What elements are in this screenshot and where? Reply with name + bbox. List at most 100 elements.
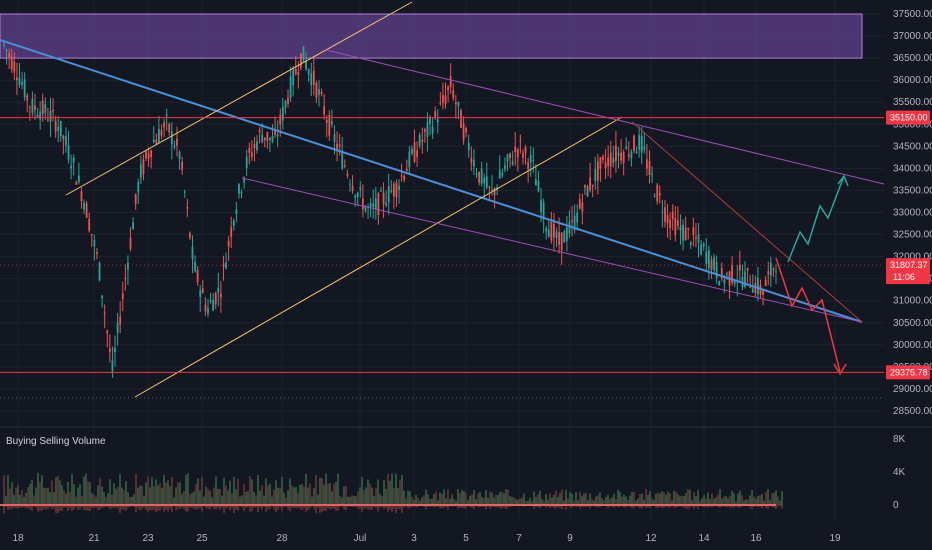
candle-body (59, 121, 62, 137)
candle-body (121, 293, 124, 300)
candle-body (41, 100, 44, 115)
candle-body (155, 139, 158, 144)
candle-body (413, 142, 416, 162)
price-axis-bg (884, 0, 932, 425)
candle-body (749, 286, 752, 288)
candle-body (351, 185, 354, 192)
candle-body (465, 128, 468, 133)
price-badges: 35150.00 29375.78 31807.37 11:06 (886, 110, 930, 380)
candle-body (390, 190, 393, 193)
candle-body (21, 82, 23, 85)
candle-body (612, 157, 615, 164)
candle-body (183, 191, 186, 193)
candle-body (553, 224, 555, 238)
price-tick-label: 34000.00 (893, 163, 932, 174)
candle-body (274, 130, 277, 135)
candle-body (250, 152, 253, 158)
candle-body (238, 184, 240, 194)
candle-body (666, 215, 669, 224)
candle-body (307, 69, 310, 75)
candle-body (767, 271, 770, 275)
supply-zone-rect (0, 13, 863, 59)
price-tick-label: 35000.00 (893, 119, 932, 130)
candle-body (170, 131, 173, 145)
candle-body (253, 144, 256, 149)
candle-body (380, 190, 382, 192)
candle-body (346, 173, 349, 177)
candle-body (36, 114, 39, 117)
candle-body (372, 203, 375, 208)
candle-body (599, 157, 602, 169)
candle-body (421, 139, 424, 142)
candle-body (217, 287, 220, 293)
candle-body (586, 186, 589, 197)
candle-body (103, 312, 106, 315)
candle-body (67, 144, 70, 160)
candle-body (457, 101, 460, 107)
candle-body (436, 119, 439, 123)
price-tick-label: 37000.00 (893, 31, 932, 42)
candle-body (395, 182, 398, 198)
candle-body (398, 185, 400, 190)
candle-body (222, 264, 225, 267)
red-wedge-line (631, 121, 863, 323)
candle-body (302, 46, 305, 62)
candle-body (596, 161, 599, 181)
candle-body (640, 136, 643, 153)
candle-body (498, 169, 501, 179)
candle-body (509, 153, 511, 159)
time-tick-label: 3 (411, 533, 417, 544)
candle-body (364, 206, 367, 212)
candle-body (225, 262, 227, 269)
candle-body (555, 231, 558, 239)
candle-body (700, 244, 703, 255)
time-tick-label: 23 (142, 533, 154, 544)
candle-body (607, 157, 610, 167)
candle-body (160, 130, 163, 136)
candle-body (679, 226, 682, 231)
blue-trendline (0, 39, 863, 323)
time-tick-label: 16 (750, 533, 762, 544)
candle-body (669, 219, 672, 229)
candle-body (361, 198, 364, 210)
candle-body (111, 360, 114, 372)
purple-channel-lower (241, 177, 863, 323)
indicator-axis: 8K 4K 0 (893, 434, 906, 511)
candle-body (261, 134, 264, 143)
candle-body (478, 171, 480, 183)
candle-body (483, 177, 486, 184)
candle-body (336, 143, 338, 150)
candle-body (227, 240, 230, 247)
candle-body (501, 172, 504, 176)
candle-body (506, 154, 509, 162)
candle-body (726, 273, 728, 275)
candle-body (258, 130, 261, 133)
time-tick-label: 7 (516, 533, 522, 544)
candle-body (80, 191, 83, 202)
candle-body (176, 138, 178, 146)
candle-body (165, 114, 168, 117)
price-tick-label: 31000.00 (893, 296, 932, 307)
candle-body (106, 331, 109, 334)
candle-body (315, 82, 318, 98)
time-tick-label: 14 (698, 533, 710, 544)
candle-body (565, 227, 568, 241)
candle-body (738, 264, 741, 271)
candle-body (26, 95, 29, 101)
candle-body (653, 195, 656, 197)
candle-body (514, 146, 517, 153)
candle-body (305, 61, 307, 70)
candle-body (713, 256, 715, 270)
yellow-channel-upper (65, 1, 413, 196)
candle-body (83, 202, 85, 210)
candle-body (630, 151, 633, 159)
candle-body (127, 262, 129, 270)
candle-body (651, 173, 653, 175)
time-axis: 18 21 23 25 28 Jul 3 5 7 9 12 14 16 19 (0, 528, 932, 550)
candle-body (462, 123, 465, 141)
candle-body (134, 194, 137, 204)
candle-body (534, 179, 537, 186)
price-tick-label: 32500.00 (893, 230, 932, 241)
candle-body (188, 232, 191, 238)
